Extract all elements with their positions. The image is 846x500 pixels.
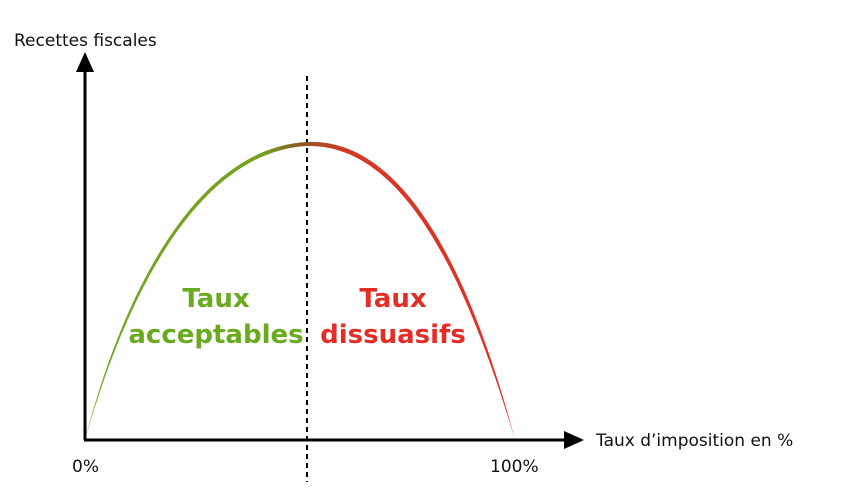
- y-axis-arrow-icon: [76, 52, 94, 72]
- x-axis-label: Taux d’imposition en %: [595, 431, 793, 451]
- laffer-curve: [85, 141, 515, 441]
- x-axis-arrow-icon: [564, 431, 584, 449]
- dissuasive-zone-label-line1: Taux: [359, 284, 426, 314]
- dissuasive-zone-label-line2: dissuasifs: [320, 320, 466, 350]
- acceptable-zone-label-line1: Taux: [182, 284, 249, 314]
- y-axis-label: Recettes fiscales: [14, 31, 157, 51]
- acceptable-zone-label-line2: acceptables: [128, 320, 303, 350]
- x-tick-end-label: 100%: [490, 457, 539, 477]
- x-tick-start-label: 0%: [72, 457, 99, 477]
